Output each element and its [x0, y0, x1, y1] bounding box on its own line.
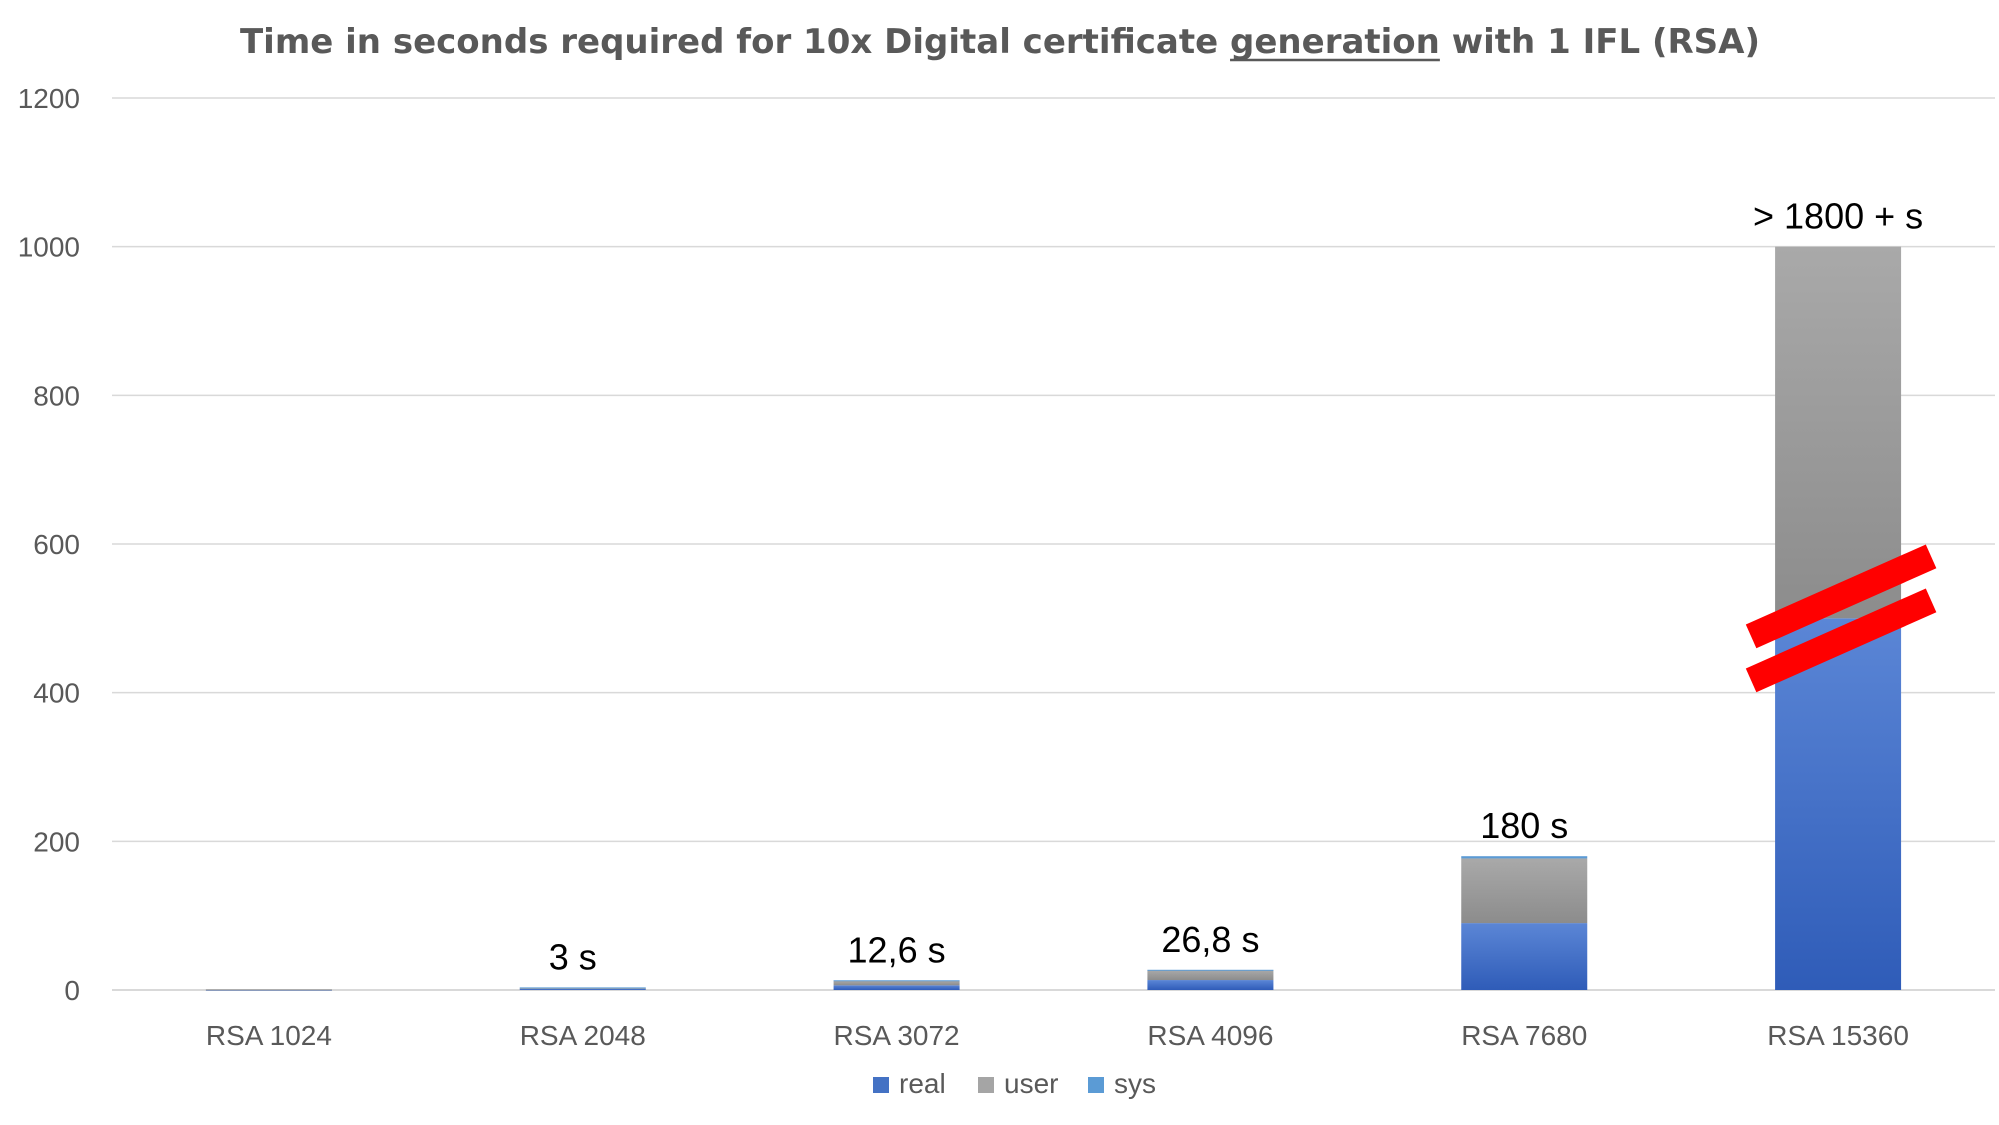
data-label: 180 s [1480, 805, 1568, 846]
y-tick-label: 0 [64, 975, 80, 1006]
legend-swatch-sys [1088, 1077, 1104, 1093]
chart-title-suffix: with 1 IFL (RSA) [1440, 22, 1760, 62]
bar-sys-rsa-3072 [833, 980, 960, 982]
legend-swatch-user [978, 1077, 994, 1093]
y-tick-label: 200 [33, 826, 80, 857]
data-label: > 1800 + s [1753, 196, 1923, 237]
axis-break-slash [1745, 544, 1937, 649]
data-label: 3 s [549, 936, 597, 977]
bar-real-rsa-15360 [1775, 618, 1902, 990]
x-axis-labels: RSA 1024 RSA 2048 RSA 3072 RSA 4096 RSA 7680… [206, 1020, 1909, 1051]
x-tick-label: RSA 7680 [1461, 1020, 1587, 1051]
legend-label-real: real [899, 1068, 946, 1099]
x-tick-label: RSA 4096 [1147, 1020, 1273, 1051]
legend: real user sys [873, 1068, 1156, 1099]
bar-user-rsa-15360 [1775, 246, 1902, 619]
data-label: 26,8 s [1161, 919, 1259, 960]
y-tick-label: 600 [33, 529, 80, 560]
y-axis-ticks: 0 200 400 600 800 1000 1200 [18, 83, 80, 1006]
bar-real-rsa-3072 [833, 985, 960, 990]
y-tick-label: 800 [33, 380, 80, 411]
bar-sys-rsa-7680 [1461, 856, 1588, 859]
bar-real-rsa-7680 [1461, 923, 1588, 990]
axis-break-slash [1745, 588, 1937, 693]
bar-user-rsa-1024 [205, 989, 332, 991]
chart-title: Time in seconds required for 10x Digital… [240, 22, 1760, 62]
legend-label-user: user [1004, 1068, 1058, 1099]
bar-user-rsa-4096 [1147, 970, 1274, 981]
chart-title-prefix: Time in seconds required for 10x Digital… [240, 22, 1230, 62]
x-tick-label: RSA 2048 [520, 1020, 646, 1051]
bar-user-rsa-7680 [1461, 858, 1588, 924]
data-label: 12,6 s [848, 929, 946, 970]
bar-user-rsa-3072 [833, 980, 960, 986]
bar-sys-rsa-4096 [1147, 969, 1274, 971]
legend-label-sys: sys [1114, 1068, 1156, 1099]
legend-swatch-real [873, 1077, 889, 1093]
axis-break-marks [1745, 544, 1937, 693]
bar-sys-rsa-2048 [519, 987, 646, 989]
y-tick-label: 400 [33, 678, 80, 709]
bars [205, 246, 1902, 991]
bar-real-rsa-4096 [1147, 980, 1274, 990]
x-tick-label: RSA 1024 [206, 1020, 332, 1051]
data-labels: 3 s 12,6 s 26,8 s 180 s > 1800 + s [549, 196, 1923, 978]
gridlines [112, 97, 1995, 991]
y-tick-label: 1200 [18, 83, 80, 114]
x-tick-label: RSA 3072 [834, 1020, 960, 1051]
chart-title-emphasis: generation [1230, 22, 1440, 62]
y-tick-label: 1000 [18, 232, 80, 263]
bar-real-rsa-2048 [519, 988, 646, 990]
x-tick-label: RSA 15360 [1767, 1020, 1909, 1051]
